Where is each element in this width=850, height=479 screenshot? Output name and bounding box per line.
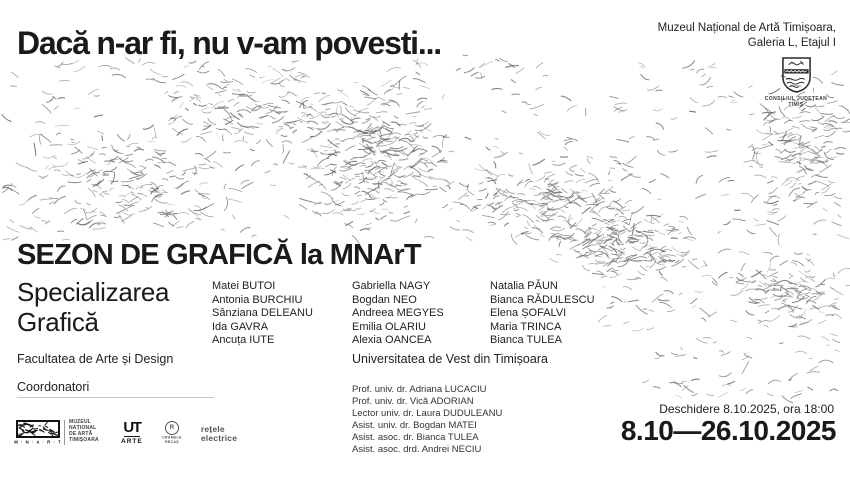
crest-caption: CONSILIUL JUDEȚEAN TIMIȘ — [765, 96, 827, 108]
recas-caption-line: CRAMELE — [162, 435, 182, 440]
coordinators-underline — [17, 397, 214, 398]
mnart-logo-caption: M · N · A · R · T — [14, 440, 62, 446]
uvt-monogram-icon: UT — [123, 419, 142, 436]
season-title: SEZON DE GRAFICĂ la MNArT — [17, 239, 422, 271]
museum-name-line: NAȚIONAL — [69, 424, 97, 431]
crest-caption-line2: TIMIȘ — [788, 102, 804, 108]
faculty-name: Facultatea de Arte și Design — [17, 352, 174, 366]
students-column-3: Natalia PĂUN Bianca RĂDULESCU Elena ȘOFA… — [490, 280, 595, 348]
student-name: Matei BUTOI — [212, 280, 276, 292]
museum-name-line: MUZEUL — [69, 419, 92, 425]
museum-name-line: DE ARTĂ — [69, 430, 93, 437]
poster-title: Dacă n-ar fi, nu v-am povesti... — [17, 25, 442, 61]
coordinator-name: Lector univ. dr. Laura DUDULEANU — [352, 408, 503, 420]
uvt-logo-rule — [123, 436, 140, 437]
museum-name-logo-text: MUZEUL NAȚIONAL DE ARTĂ TIMIȘOARA — [69, 419, 99, 444]
retele-logo-line: rețele — [200, 424, 225, 434]
venue-line2: Galeria L, Etajul I — [747, 37, 836, 49]
student-name: Bianca RĂDULESCU — [490, 293, 595, 306]
coordinator-name: Prof. univ. dr. Adriana LUCACIU — [352, 384, 487, 395]
opening-info: Deschidere 8.10.2025, ora 18:00 — [659, 402, 834, 416]
museum-name-line: TIMIȘOARA — [69, 436, 99, 443]
student-name: Ida GAVRA — [212, 320, 269, 333]
student-name: Bianca TULEA — [490, 334, 562, 347]
students-column-1: Matei BUTOI Antonia BURCHIU Sânziana DEL… — [212, 280, 313, 348]
student-name: Sânziana DELEANU — [212, 307, 313, 320]
student-name: Gabriella NAGY — [352, 280, 431, 292]
cramele-recas-logo: R CRAMELE RECAȘ — [159, 420, 185, 445]
mnart-logo: M · N · A · R · T — [14, 420, 62, 446]
retele-electrice-logo: rețele electrice — [201, 420, 237, 443]
specialization-line1: Specializarea — [17, 277, 170, 307]
uvt-arte-logo: UT ARTE — [117, 420, 147, 445]
coordinators-list: Prof. univ. dr. Adriana LUCACIU Prof. un… — [352, 384, 502, 457]
venue-address: Muzeul Național de Artă Timișoara, Galer… — [658, 21, 836, 51]
student-name: Elena ȘOFALVI — [490, 307, 567, 320]
recas-seal-icon: R — [164, 421, 179, 435]
partner-logos: M · N · A · R · T MUZEUL NAȚIONAL DE ART… — [14, 419, 237, 454]
student-name: Maria TRINCA — [490, 320, 562, 333]
specialization-line2: Grafică — [17, 307, 99, 337]
student-name: Alexia OANCEA — [352, 334, 432, 347]
uvt-arte-label: ARTE — [121, 438, 143, 445]
student-name: Andreea MEGYES — [352, 307, 444, 320]
coordinator-name: Asist. asoc. drd. Andrei NECIU — [352, 444, 482, 456]
student-name: Emilia OLARIU — [352, 320, 426, 333]
coordinator-name: Prof. univ. dr. Vică ADORIAN — [352, 396, 474, 408]
county-council-crest: CONSILIUL JUDEȚEAN TIMIȘ — [756, 56, 836, 108]
specialization-title: Specializarea Grafică — [17, 277, 170, 337]
retele-logo-line: electrice — [200, 433, 238, 443]
crest-shield-icon — [781, 57, 811, 93]
exhibition-dates: 8.10—26.10.2025 — [620, 415, 837, 446]
student-name: Natalia PĂUN — [490, 280, 558, 292]
student-name: Ancuța IUTE — [212, 334, 275, 347]
recas-caption-line: RECAȘ — [164, 439, 179, 444]
recas-caption: CRAMELE RECAȘ — [162, 435, 182, 444]
mnart-logo-mark-icon — [16, 420, 60, 438]
crest-caption-line1: CONSILIUL JUDEȚEAN — [764, 96, 828, 102]
venue-line1: Muzeul Național de Artă Timișoara, — [657, 22, 836, 34]
coordinator-name: Asist. asoc. dr. Bianca TULEA — [352, 432, 479, 444]
students-column-2: Gabriella NAGY Bogdan NEO Andreea MEGYES… — [352, 280, 444, 348]
coordinators-label: Coordonatori — [17, 380, 90, 394]
logo-divider — [64, 420, 65, 445]
coordinator-name: Asist. univ. dr. Bogdan MATEI — [352, 420, 477, 432]
university-name: Universitatea de Vest din Timișoara — [352, 352, 548, 366]
student-name: Bogdan NEO — [352, 293, 417, 306]
student-name: Antonia BURCHIU — [212, 293, 303, 306]
